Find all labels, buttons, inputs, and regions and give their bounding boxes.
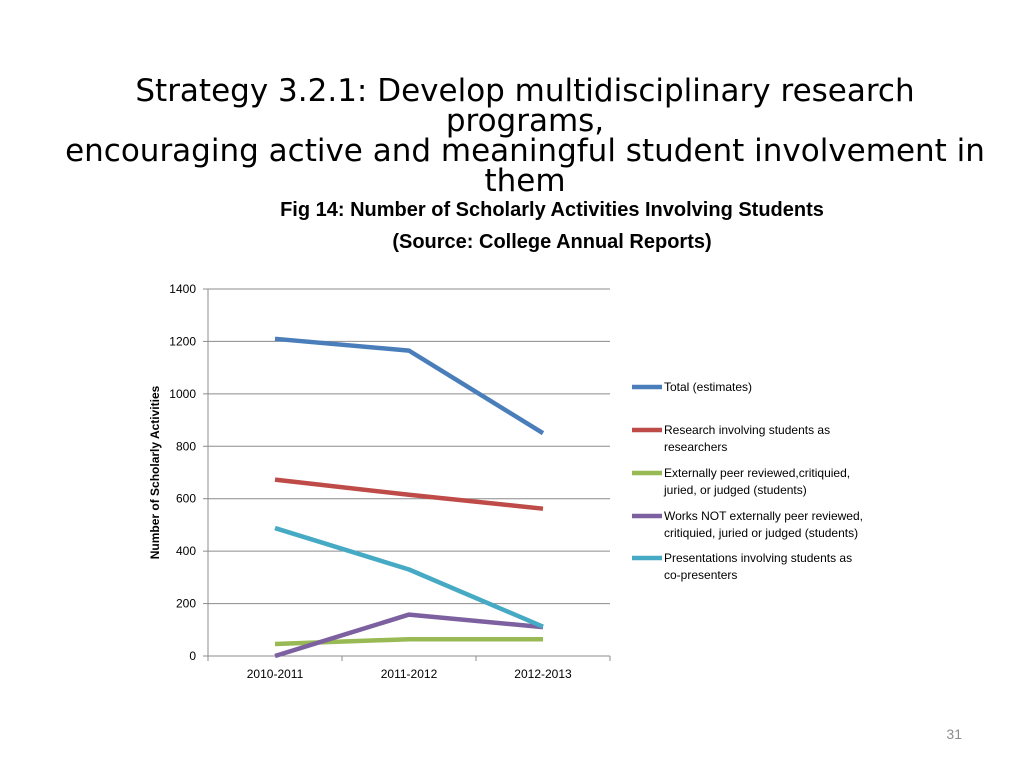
legend-label: Research involving students as: [664, 423, 830, 437]
x-tick-label: 2010-2011: [247, 667, 304, 681]
slide-title-line-2: encouraging active and meaningful studen…: [65, 133, 985, 199]
legend-label: Presentations involving students as: [664, 551, 852, 565]
y-tick-label: 0: [189, 649, 196, 663]
x-tick-label: 2012-2013: [514, 667, 572, 681]
series-line: [274, 612, 544, 659]
legend-label: Externally peer reviewed,critiquied,: [664, 466, 850, 480]
legend-label: co-presenters: [664, 568, 737, 582]
slide-title-line-1: Strategy 3.2.1: Develop multidisciplinar…: [135, 73, 915, 139]
y-tick-label: 1400: [169, 282, 196, 296]
y-tick-label: 1000: [169, 387, 196, 401]
y-tick-label: 800: [176, 439, 196, 453]
y-tick-label: 400: [176, 544, 196, 558]
series-line: [274, 477, 544, 511]
y-tick-label: 200: [176, 597, 196, 611]
chart-title-main: Fig 14: Number of Scholarly Activities I…: [280, 199, 824, 221]
legend-label: researchers: [664, 440, 727, 454]
legend-label: critiquied, juried or judged (students): [664, 526, 858, 540]
series-line: [274, 525, 544, 629]
legend-label: juried, or judged (students): [663, 483, 807, 497]
y-tick-label: 600: [176, 492, 196, 506]
page-number: 31: [946, 726, 962, 742]
y-tick-label: 1200: [169, 334, 196, 348]
legend-label: Works NOT externally peer reviewed,: [664, 509, 863, 523]
chart-subtitle: (Source: College Annual Reports): [392, 231, 712, 253]
x-tick-label: 2011-2012: [381, 667, 438, 681]
chart-title: Fig 14: Number of Scholarly Activities I…: [200, 194, 904, 258]
legend-label: Total (estimates): [664, 380, 752, 394]
y-axis-label: Number of Scholarly Activities: [148, 385, 162, 559]
slide-title: Strategy 3.2.1: Develop multidisciplinar…: [60, 73, 990, 199]
series-line: [274, 336, 545, 436]
